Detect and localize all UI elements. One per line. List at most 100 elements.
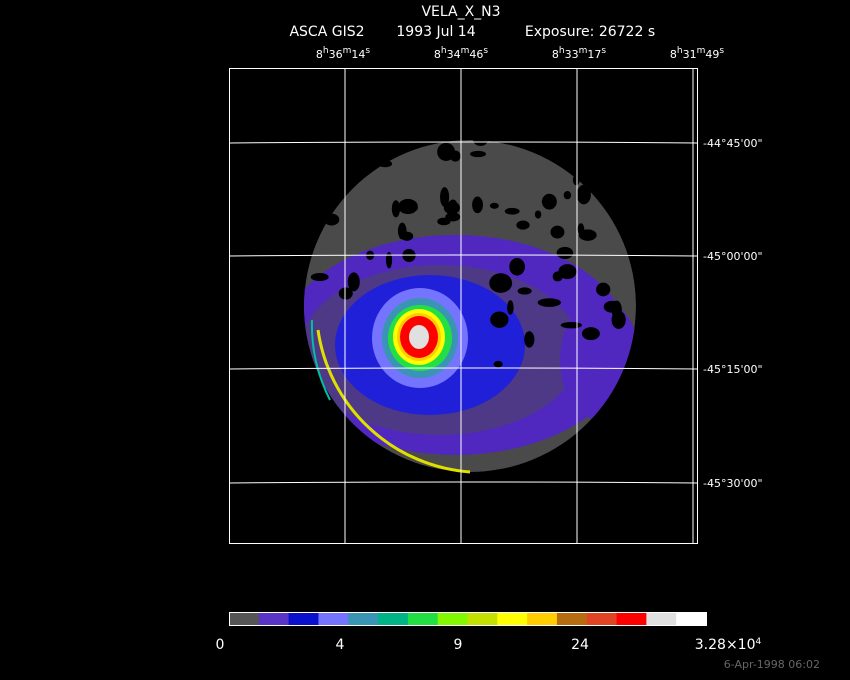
ra-label-part: 49 [705,48,719,61]
ra-label-sup: h [677,46,683,56]
blotch [534,210,542,219]
blotch [572,174,580,186]
blotch [517,287,532,295]
blotch [581,327,600,341]
blotch [516,220,530,230]
colorbar-label-part: 4 [336,637,345,653]
blotch [437,217,451,226]
colorbar-label-part: 3.28×10 [695,637,756,653]
blotch [577,223,585,235]
ra-label-sup: h [441,46,447,56]
colorbar-label-part: 24 [571,637,589,653]
colorbar-cell [527,612,558,625]
ra-label-sup: h [323,46,329,56]
colorbar-frame [229,612,707,626]
blotch [490,311,509,328]
blotch [611,310,626,329]
colorbar-label: 24 [571,637,589,653]
blotch [323,213,340,226]
blotch [472,196,483,214]
ra-label-sup: m [697,46,706,56]
blotch [396,203,418,213]
exposure: Exposure: 26722 s [525,24,655,40]
colorbar-label: 4 [336,637,345,653]
ra-label-part: 14 [351,48,365,61]
blotch [338,287,353,300]
date: 1993 Jul 14 [396,24,475,40]
dec-label: -45°00'00" [703,250,763,263]
ra-label-part: 46 [469,48,483,61]
colorbar-label-part: 0 [216,637,225,653]
ra-label-sup: m [461,46,470,56]
blotch [563,191,572,200]
blotch [489,273,513,293]
colorbar-cell [646,612,677,625]
blotch [556,246,574,260]
ra-label-sup: s [483,46,488,56]
colorbar-cell [676,612,707,625]
blotch [558,264,577,280]
ra-label-sup: h [559,46,565,56]
ra-label-sup: s [601,46,606,56]
colorbar-cell [258,612,290,625]
ra-label-sup: m [343,46,352,56]
colorbar-cell [497,612,528,625]
ra-label-part: 36 [329,48,343,61]
ra-label: 8h34m46s [434,46,489,61]
blotch [550,225,565,239]
blotch [449,150,461,162]
colorbar-label: 9 [454,637,463,653]
ra-label-part: 33 [565,48,579,61]
blotch [509,257,525,276]
blotch [596,282,611,297]
colorbar-label: 3.28×104 [695,637,762,653]
frame [229,68,698,544]
ra-label-part: 31 [683,48,697,61]
coord-grid [228,68,698,543]
ra-label-sup: s [365,46,370,56]
blotch [493,360,503,368]
colorbar-cell [556,612,588,625]
blotch [473,140,489,146]
blotch [508,120,524,140]
blotch [552,271,563,282]
colorbar-cell [586,612,618,625]
dec-label: -44°45'00" [703,137,763,150]
blotch [560,321,583,329]
blotch [541,193,557,210]
blotch [347,272,360,292]
colorbar-cell [407,612,439,625]
colorbar-cell [318,612,349,625]
timestamp: 6-Apr-1998 06:02 [724,658,820,671]
blotch [524,331,535,348]
ra-label-sup: s [719,46,724,56]
dec-label: -45°30'00" [703,477,763,490]
ra-label-part: 8 [434,48,441,61]
dec-label: -45°15'00" [703,363,763,376]
blotch [609,302,617,310]
blotch [440,187,450,207]
ra-label-part: 8 [552,48,559,61]
ra-label-part: 8 [316,48,323,61]
blotch [576,184,591,205]
blotch [448,199,458,213]
blotch [401,231,414,241]
colorbar-cell [378,612,409,625]
ra-label-sup: m [579,46,588,56]
colorbar-label-sup: 4 [755,637,761,647]
title: VELA_X_N3 [421,4,500,20]
colorbar-cell [288,612,319,625]
colorbar-cell [229,612,260,625]
blotch [470,150,487,158]
colorbar-cell [616,612,647,625]
blotch [385,251,393,269]
colorbar-label: 0 [216,637,225,653]
ra-label-part: 17 [587,48,601,61]
instrument: ASCA GIS2 [289,24,364,40]
ra-label: 8h36m14s [316,46,371,61]
colorbar-cell [348,612,379,625]
ra-label-part: 8 [670,48,677,61]
blotch [391,200,401,218]
ra-label-part: 34 [447,48,461,61]
